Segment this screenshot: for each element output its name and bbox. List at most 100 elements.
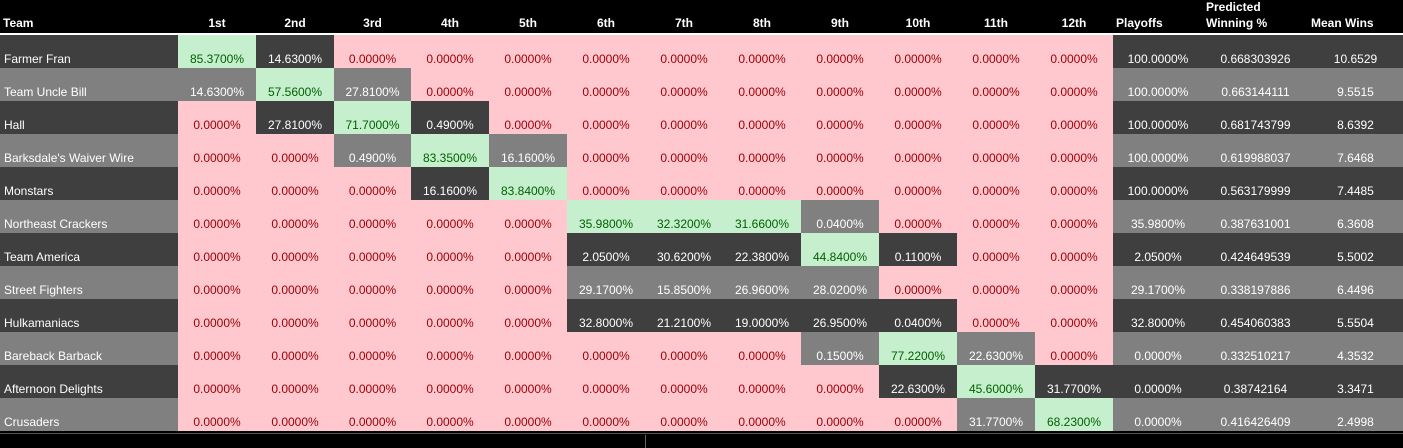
place-probability-cell[interactable]: 0.0000% (879, 134, 957, 167)
place-probability-cell[interactable]: 22.6300% (879, 365, 957, 398)
place-probability-cell[interactable]: 0.0000% (334, 266, 411, 299)
playoffs-cell[interactable]: 100.0000% (1127, 151, 1189, 165)
place-probability-cell[interactable]: 0.0000% (879, 200, 957, 233)
place-probability-cell[interactable]: 0.0000% (256, 200, 334, 233)
place-probability-cell[interactable]: 31.7700% (1035, 365, 1113, 398)
place-probability-cell[interactable]: 30.6200% (645, 233, 723, 266)
predicted-winning-cell[interactable]: 0.563179999 (1220, 184, 1291, 198)
place-probability-cell[interactable]: 0.0000% (879, 398, 957, 431)
place-probability-cell[interactable]: 0.0000% (957, 35, 1035, 68)
place-probability-cell[interactable]: 0.0000% (723, 35, 801, 68)
place-probability-cell[interactable]: 0.0000% (801, 101, 879, 134)
place-probability-cell[interactable]: 0.0000% (1035, 68, 1113, 101)
place-probability-cell[interactable]: 14.6300% (256, 35, 334, 68)
place-probability-cell[interactable]: 0.0000% (801, 134, 879, 167)
playoffs-cell[interactable]: 0.0000% (1134, 349, 1182, 363)
place-probability-cell[interactable]: 0.0000% (1035, 134, 1113, 167)
place-probability-cell[interactable]: 0.0000% (723, 68, 801, 101)
place-probability-cell[interactable]: 0.0000% (801, 35, 879, 68)
place-probability-cell[interactable]: 0.0000% (411, 200, 489, 233)
predicted-winning-cell[interactable]: 0.619988037 (1220, 151, 1291, 165)
team-name-cell[interactable]: Hulkamaniacs (4, 316, 80, 330)
place-probability-cell[interactable]: 0.0000% (723, 365, 801, 398)
place-probability-cell[interactable]: 22.3800% (723, 233, 801, 266)
place-probability-cell[interactable]: 0.0000% (879, 101, 957, 134)
place-probability-cell[interactable]: 0.0000% (489, 101, 567, 134)
place-probability-cell[interactable]: 0.0000% (178, 398, 256, 431)
place-probability-cell[interactable]: 0.0000% (489, 200, 567, 233)
place-probability-cell[interactable]: 0.1500% (801, 332, 879, 365)
place-probability-cell[interactable]: 0.0000% (334, 299, 411, 332)
place-probability-cell[interactable]: 0.0000% (1035, 35, 1113, 68)
place-probability-cell[interactable]: 45.6000% (957, 365, 1035, 398)
place-probability-cell[interactable]: 32.3200% (645, 200, 723, 233)
place-probability-cell[interactable]: 0.0000% (489, 332, 567, 365)
place-probability-cell[interactable]: 0.0000% (1035, 266, 1113, 299)
place-probability-cell[interactable]: 0.0000% (567, 398, 645, 431)
place-probability-cell[interactable]: 0.0400% (801, 200, 879, 233)
place-probability-cell[interactable]: 85.3700% (178, 35, 256, 68)
place-probability-cell[interactable]: 26.9500% (801, 299, 879, 332)
place-probability-cell[interactable]: 0.0000% (411, 332, 489, 365)
place-probability-cell[interactable]: 0.0000% (645, 167, 723, 200)
place-probability-cell[interactable]: 83.8400% (489, 167, 567, 200)
playoffs-cell[interactable]: 100.0000% (1127, 52, 1189, 66)
place-probability-cell[interactable]: 0.0000% (1035, 299, 1113, 332)
place-probability-cell[interactable]: 0.4900% (411, 101, 489, 134)
place-probability-cell[interactable]: 0.0000% (178, 101, 256, 134)
place-probability-cell[interactable]: 35.9800% (567, 200, 645, 233)
place-probability-cell[interactable]: 0.0000% (178, 332, 256, 365)
place-probability-cell[interactable]: 0.0000% (1035, 167, 1113, 200)
place-probability-cell[interactable]: 0.0000% (879, 167, 957, 200)
place-probability-cell[interactable]: 0.0000% (723, 332, 801, 365)
place-probability-cell[interactable]: 0.0000% (957, 233, 1035, 266)
team-name-cell[interactable]: Monstars (4, 184, 54, 198)
place-probability-cell[interactable]: 0.0000% (957, 266, 1035, 299)
playoffs-cell[interactable]: 100.0000% (1127, 184, 1189, 198)
place-probability-cell[interactable]: 0.0000% (489, 365, 567, 398)
mean-wins-cell[interactable]: 5.5002 (1337, 250, 1374, 264)
predicted-winning-cell[interactable]: 0.332510217 (1220, 349, 1291, 363)
place-probability-cell[interactable]: 0.0000% (489, 68, 567, 101)
place-probability-cell[interactable]: 0.0000% (879, 266, 957, 299)
predicted-winning-cell[interactable]: 0.454060383 (1220, 316, 1291, 330)
team-name-cell[interactable]: Hall (4, 118, 25, 132)
place-probability-cell[interactable]: 22.6300% (957, 332, 1035, 365)
place-probability-cell[interactable]: 0.0000% (801, 398, 879, 431)
mean-wins-cell[interactable]: 6.4496 (1337, 283, 1374, 297)
predicted-winning-cell[interactable]: 0.663144111 (1221, 85, 1290, 99)
place-probability-cell[interactable]: 83.3500% (411, 134, 489, 167)
team-name-cell[interactable]: Barksdale's Waiver Wire (4, 151, 134, 165)
team-name-cell[interactable]: Team Uncle Bill (4, 85, 87, 99)
place-probability-cell[interactable]: 0.0000% (256, 233, 334, 266)
place-probability-cell[interactable]: 0.0000% (567, 68, 645, 101)
place-probability-cell[interactable]: 0.0000% (334, 332, 411, 365)
place-probability-cell[interactable]: 0.0000% (334, 233, 411, 266)
mean-wins-cell[interactable]: 10.6529 (1333, 52, 1378, 66)
predicted-winning-cell[interactable]: 0.416426409 (1220, 415, 1291, 429)
team-name-cell[interactable]: Northeast Crackers (4, 217, 108, 231)
predicted-winning-cell[interactable]: 0.424649539 (1220, 250, 1291, 264)
place-probability-cell[interactable]: 0.0000% (645, 365, 723, 398)
place-probability-cell[interactable]: 0.0000% (411, 35, 489, 68)
mean-wins-cell[interactable]: 4.3532 (1337, 349, 1374, 363)
place-probability-cell[interactable]: 31.6600% (723, 200, 801, 233)
place-probability-cell[interactable]: 0.0000% (645, 68, 723, 101)
place-probability-cell[interactable]: 0.0000% (645, 101, 723, 134)
place-probability-cell[interactable]: 0.0000% (489, 299, 567, 332)
place-probability-cell[interactable]: 28.0200% (801, 266, 879, 299)
place-probability-cell[interactable]: 0.0000% (334, 365, 411, 398)
place-probability-cell[interactable]: 26.9600% (723, 266, 801, 299)
place-probability-cell[interactable]: 0.0000% (957, 299, 1035, 332)
place-probability-cell[interactable]: 0.0000% (256, 332, 334, 365)
place-probability-cell[interactable]: 0.0000% (1035, 332, 1113, 365)
place-probability-cell[interactable]: 0.0000% (178, 299, 256, 332)
playoffs-cell[interactable]: 0.0000% (1134, 415, 1182, 429)
place-probability-cell[interactable]: 0.0000% (567, 101, 645, 134)
place-probability-cell[interactable]: 0.0000% (957, 101, 1035, 134)
place-probability-cell[interactable]: 0.0000% (256, 398, 334, 431)
place-probability-cell[interactable]: 0.0000% (256, 365, 334, 398)
place-probability-cell[interactable]: 0.0000% (957, 167, 1035, 200)
place-probability-cell[interactable]: 0.0000% (1035, 233, 1113, 266)
place-probability-cell[interactable]: 19.0000% (723, 299, 801, 332)
